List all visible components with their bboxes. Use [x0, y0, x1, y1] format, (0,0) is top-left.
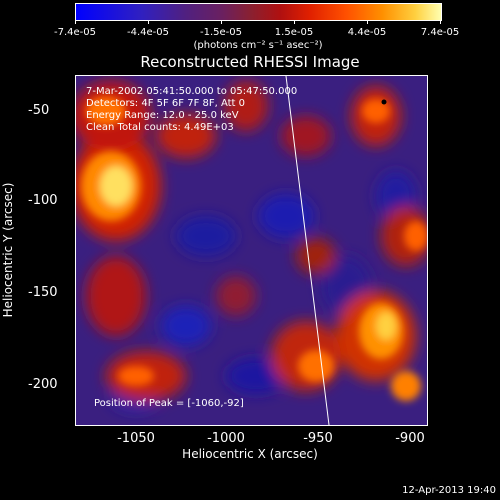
colorbar-label: -4.4e-05	[127, 27, 169, 38]
image-title: Reconstructed RHESSI Image	[140, 53, 360, 71]
colorbar-label: 4.4e-05	[347, 27, 387, 38]
y-tick-label: -200	[28, 377, 58, 392]
info-time: 7-Mar-2002 05:41:50.000 to 05:47:50.000	[86, 86, 298, 97]
peak-marker	[381, 99, 387, 105]
colorbar-label: -1.5e-05	[200, 27, 242, 38]
y-tick-label: -100	[28, 193, 58, 208]
x-axis-label: Heliocentric X (arcsec)	[182, 447, 318, 461]
y-axis-label: Heliocentric Y (arcsec)	[1, 182, 15, 318]
colorbar-label: -7.4e-05	[54, 27, 96, 38]
limb-line	[285, 76, 330, 425]
timestamp: 12-Apr-2013 19:40	[402, 485, 496, 496]
intensity-map	[76, 76, 427, 425]
x-tick-label: -1000	[207, 431, 245, 446]
x-tick-label: -900	[395, 431, 425, 446]
info-clean: Clean Total counts: 4.49E+03	[86, 122, 234, 133]
colorbar-tick	[440, 20, 441, 24]
peak-position: Position of Peak = [-1060,-92]	[94, 398, 244, 409]
colorbar-tick	[221, 20, 222, 24]
colorbar-label: 1.5e-05	[274, 27, 314, 38]
colorbar-tick	[367, 20, 368, 24]
info-detectors: Detectors: 4F 5F 6F 7F 8F, Att 0	[86, 98, 246, 109]
x-tick-label: -950	[303, 431, 333, 446]
colorbar-units: (photons cm⁻² s⁻¹ asec⁻²)	[193, 40, 323, 51]
info-energy: Energy Range: 12.0 - 25.0 keV	[86, 110, 239, 121]
colorbar-tick	[75, 20, 76, 24]
colorbar-tick	[294, 20, 295, 24]
x-tick-label: -1050	[117, 431, 155, 446]
colorbar-label: 7.4e-05	[420, 27, 460, 38]
colorbar	[75, 3, 442, 21]
colorbar-tick	[148, 20, 149, 24]
y-tick-label: -150	[28, 285, 58, 300]
y-tick-label: -50	[28, 103, 50, 118]
rhessi-image: 7-Mar-2002 05:41:50.000 to 05:47:50.000 …	[75, 75, 428, 426]
